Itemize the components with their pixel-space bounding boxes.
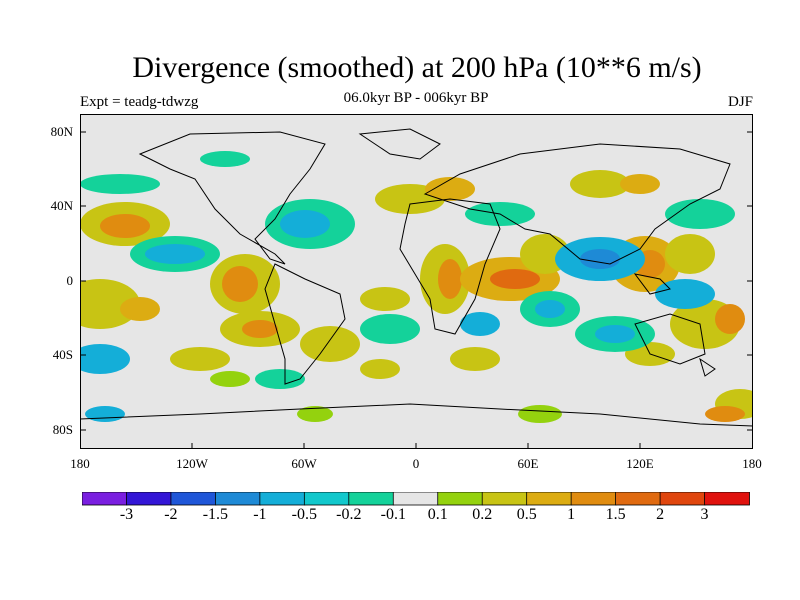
colorbar-tick-label: 1.5 [605, 506, 626, 523]
season-label: DJF [727, 94, 753, 110]
colorbar-tick-label: -1 [253, 506, 267, 523]
colorbar-swatch [214, 492, 261, 506]
colorbar-tick-label: -0.1 [380, 506, 406, 523]
plot-subtitle: 06.0kyr BP - 006kyr BP [343, 90, 489, 106]
experiment-label: Expt = teadg-tdwzg [80, 94, 199, 110]
colorbar-swatch [348, 492, 395, 506]
lon-label-180w: 180 [70, 456, 90, 471]
lon-label-0: 0 [412, 456, 420, 471]
colorbar-swatch [82, 492, 128, 506]
colorbar [82, 492, 750, 506]
colorbar-tick-label: -1.5 [202, 506, 229, 523]
colorbar-swatch [170, 492, 217, 506]
colorbar-tick-label: 0.2 [472, 506, 493, 523]
lat-label-40s: 40S [52, 347, 73, 362]
lon-label-60e: 60E [517, 456, 539, 471]
colorbar-tick-label: 0.1 [427, 506, 448, 523]
colorbar-swatch [659, 492, 706, 506]
colorbar-swatch [259, 492, 306, 506]
divergence-map [80, 114, 753, 449]
lat-label-80s: 80S [52, 422, 73, 437]
colorbar-tick-label: 0.5 [516, 506, 537, 523]
colorbar-tick-label: 1 [567, 506, 576, 523]
colorbar-swatch [126, 492, 172, 506]
lat-label-0: 0 [66, 273, 74, 288]
colorbar-tick-label: -3 [119, 506, 134, 523]
colorbar-swatch [570, 492, 617, 506]
colorbar-swatch [704, 492, 750, 506]
lon-label-60w: 60W [291, 456, 317, 471]
colorbar-tick-label: -0.2 [336, 506, 362, 523]
coastlines [80, 128, 753, 427]
colorbar-swatch [526, 492, 573, 506]
colorbar-swatch [615, 492, 661, 506]
colorbar-tick-label: 2 [656, 506, 665, 523]
colorbar-swatch [392, 492, 439, 506]
lat-label-40n: 40N [50, 198, 73, 213]
plot-title: Divergence (smoothed) at 200 hPa (10**6 … [132, 51, 702, 84]
colorbar-tick-label: 3 [700, 506, 709, 523]
colorbar-swatch [481, 492, 528, 506]
colorbar-tick-label: -2 [164, 506, 178, 523]
lon-label-120w: 120W [176, 456, 208, 471]
divergence-field [80, 151, 753, 423]
colorbar-swatch [303, 492, 350, 506]
lon-label-180e: 180 [742, 456, 762, 471]
colorbar-swatch [437, 492, 484, 506]
colorbar-tick-label: -0.5 [291, 506, 317, 523]
axis-ticks [80, 131, 753, 449]
lat-label-80n: 80N [50, 124, 73, 139]
lon-label-120e: 120E [626, 456, 654, 471]
